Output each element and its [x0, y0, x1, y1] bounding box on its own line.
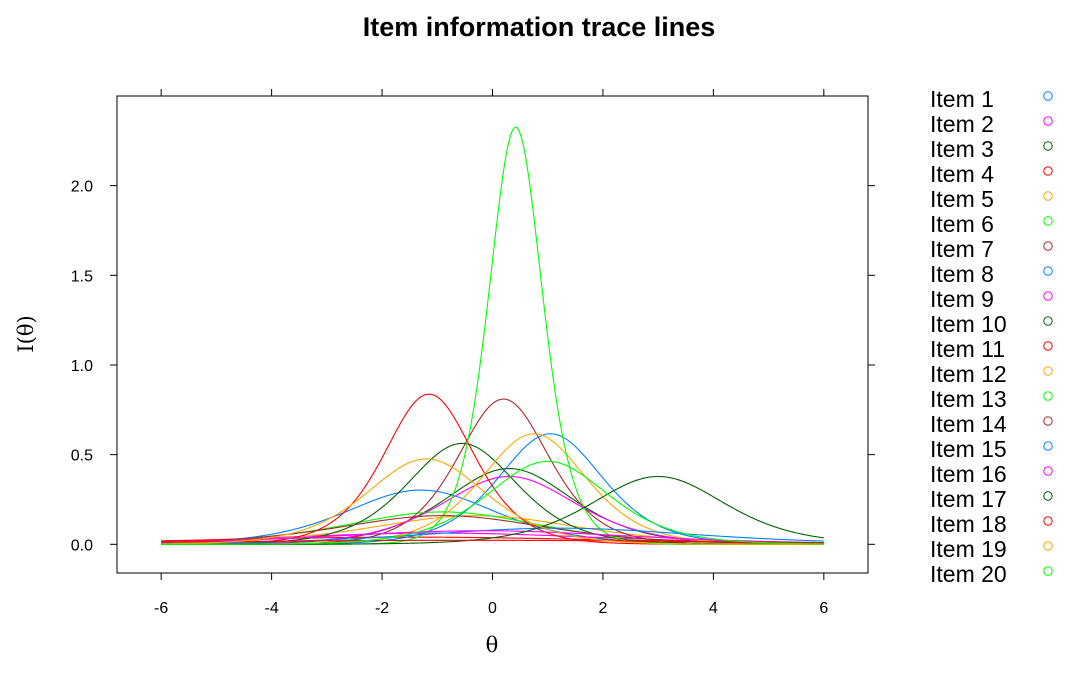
trace-line-item-20	[161, 460, 824, 545]
legend-marker-item-20	[1043, 566, 1053, 576]
trace-line-item-16	[161, 530, 824, 544]
x-tick-label: 0	[488, 600, 497, 617]
legend-label-item-1: Item 1	[930, 86, 994, 112]
legend-marker-item-16	[1043, 466, 1053, 476]
y-tick-label: 0.0	[71, 537, 93, 554]
trace-line-item-3	[161, 467, 824, 545]
axis-ticks: -6 -4 -2 0 2 4 6 0.0 0.5 1.0 1.5 2.0	[71, 89, 875, 617]
legend-marker-item-1	[1043, 91, 1053, 101]
legend-marker-item-5	[1043, 191, 1053, 201]
legend-marker-item-18	[1043, 516, 1053, 526]
legend-label-item-13: Item 13	[930, 386, 1007, 412]
legend-marker-item-2	[1043, 116, 1053, 126]
y-tick-label: 1.5	[71, 268, 93, 285]
legend-marker-item-9	[1043, 291, 1053, 301]
x-tick-label: -6	[154, 600, 168, 617]
legend-label-item-20: Item 20	[930, 561, 1007, 587]
legend-label-item-18: Item 18	[930, 511, 1007, 537]
y-tick-label: 2.0	[71, 179, 93, 196]
y-tick-label: 1.0	[71, 358, 93, 375]
legend-label-item-7: Item 7	[930, 236, 994, 262]
x-tick-label: -2	[375, 600, 389, 617]
trace-line-item-19	[161, 458, 824, 545]
legend-marker-item-8	[1043, 266, 1053, 276]
legend-marker-item-7	[1043, 241, 1053, 251]
legend-label-item-3: Item 3	[930, 136, 994, 162]
legend-label-item-11: Item 11	[930, 336, 1005, 362]
legend-label-item-14: Item 14	[930, 411, 1007, 437]
legend-label-item-17: Item 17	[930, 486, 1007, 512]
legend-label-item-8: Item 8	[930, 261, 994, 287]
legend-marker-item-14	[1043, 416, 1053, 426]
trace-lines	[161, 126, 824, 545]
x-tick-label: -4	[265, 600, 279, 617]
legend-label-item-19: Item 19	[930, 536, 1007, 562]
y-tick-label: 0.5	[71, 448, 93, 465]
legend-marker-item-13	[1043, 391, 1053, 401]
legend-marker-item-10	[1043, 316, 1053, 326]
trace-line-item-18	[161, 539, 824, 544]
legend-label-item-16: Item 16	[930, 461, 1007, 487]
legend-label-item-12: Item 12	[930, 361, 1007, 387]
legend-marker-item-15	[1043, 441, 1053, 451]
trace-line-item-10	[161, 442, 824, 545]
legend-marker-item-11	[1043, 341, 1053, 351]
legend-label-item-2: Item 2	[930, 111, 994, 137]
legend-marker-item-6	[1043, 216, 1053, 226]
legend-marker-item-4	[1043, 166, 1053, 176]
legend-marker-item-12	[1043, 366, 1053, 376]
legend-label-item-9: Item 9	[930, 286, 994, 312]
legend-label-item-6: Item 6	[930, 211, 994, 237]
trace-line-item-13	[161, 126, 824, 545]
legend-label-item-15: Item 15	[930, 436, 1007, 462]
x-tick-label: 4	[709, 600, 718, 617]
x-tick-label: 2	[598, 600, 607, 617]
legend-marker-item-3	[1043, 141, 1053, 151]
y-axis-label: I(θ)	[14, 315, 38, 352]
trace-line-item-12	[161, 433, 824, 545]
legend-marker-item-17	[1043, 491, 1053, 501]
x-tick-label: 6	[819, 600, 828, 617]
legend-label-item-4: Item 4	[930, 161, 994, 187]
legend-label-item-10: Item 10	[930, 311, 1007, 337]
legend-marker-item-19	[1043, 541, 1053, 551]
trace-line-item-8	[161, 433, 824, 545]
legend-label-item-5: Item 5	[930, 186, 994, 212]
plot-frame	[116, 95, 869, 574]
x-axis-label: θ	[486, 633, 499, 657]
trace-line-item-11	[161, 393, 824, 545]
chart-title: Item information trace lines	[363, 12, 716, 42]
